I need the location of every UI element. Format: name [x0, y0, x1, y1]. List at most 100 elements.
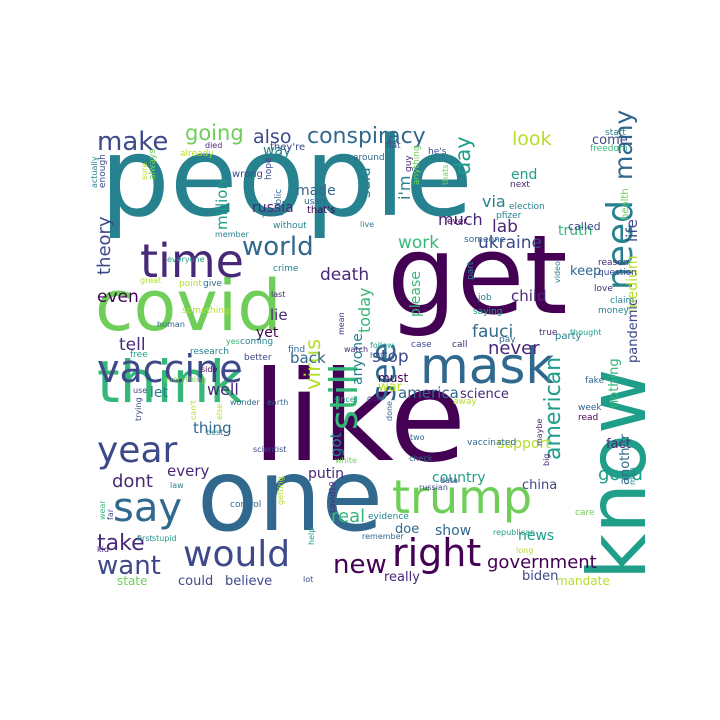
word-love: love	[594, 284, 613, 294]
word-maybe: maybe	[535, 418, 544, 446]
word-help: help	[307, 528, 316, 545]
word-please: please	[408, 271, 424, 317]
word-i-m: i'm	[395, 176, 414, 200]
word-stop: stop	[372, 347, 409, 367]
word-even: even	[97, 287, 139, 307]
word-wrong: wrong	[232, 169, 263, 180]
word-coming: coming	[240, 337, 273, 347]
word-keep: keep	[570, 264, 601, 279]
word-sure: sure	[140, 163, 149, 180]
word-already: already	[180, 149, 214, 159]
word-via: via	[482, 192, 506, 211]
word-people: people	[100, 113, 473, 241]
word-without: without	[273, 221, 307, 231]
word-fake: fake	[585, 376, 605, 386]
word-dont: dont	[112, 471, 153, 492]
word-pay: pay	[499, 335, 516, 345]
word-saying: saying	[473, 307, 502, 317]
word-china: china	[522, 478, 557, 493]
word-died: died	[205, 141, 222, 150]
word-anything: anything	[412, 145, 422, 185]
word-control: control	[230, 500, 261, 510]
word-think: think	[97, 348, 243, 416]
word-question: question	[598, 268, 637, 278]
word-someone: someone	[464, 235, 506, 245]
word-tell: tell	[119, 335, 146, 355]
word-public: public	[274, 189, 284, 216]
word-start: start	[605, 128, 626, 138]
word-never: never	[488, 338, 540, 359]
word-science: science	[460, 387, 509, 402]
word-put: put	[262, 209, 275, 218]
word-human: human	[157, 320, 185, 329]
word-state: state	[117, 574, 147, 588]
word-must: must	[378, 371, 409, 385]
word-vaccine: vaccine	[97, 347, 243, 391]
word-done: done	[385, 401, 394, 421]
word-two: two	[410, 433, 425, 442]
word-crime: crime	[273, 264, 299, 274]
word-god: god	[367, 394, 382, 403]
word-russia: russia	[252, 200, 294, 216]
word-lot: lot	[303, 575, 313, 584]
word-fauci: fauci	[472, 322, 513, 342]
word-conspiracy: conspiracy	[307, 124, 426, 149]
word-great: great	[140, 276, 161, 285]
word-theory: theory	[94, 216, 115, 275]
word-got: got	[327, 432, 345, 457]
word-guy: guy	[404, 155, 414, 172]
word-money: money	[598, 306, 630, 316]
word-year: year	[97, 430, 178, 471]
word-away: away	[453, 397, 477, 407]
word-white: white	[335, 456, 357, 465]
word-case: case	[411, 340, 432, 350]
word-thing: thing	[193, 419, 232, 437]
word-around: around	[353, 153, 385, 163]
word-know: know	[571, 369, 664, 580]
word-point: point	[179, 279, 202, 289]
word-watch: watch	[344, 345, 368, 354]
word-end: end	[511, 167, 537, 183]
word-election: election	[509, 202, 545, 212]
word-used: used	[304, 197, 326, 207]
word-see: see	[364, 342, 404, 402]
word-use: use	[133, 386, 147, 395]
word-come: come	[592, 133, 628, 148]
word-work: work	[398, 233, 439, 253]
word-many: many	[609, 109, 638, 180]
word-need: need	[600, 200, 641, 290]
word-law: law	[170, 481, 184, 490]
word-russian: russian	[419, 483, 448, 492]
word-lab: lab	[492, 217, 518, 237]
word-let: let	[150, 385, 169, 401]
word-support: support	[497, 436, 551, 452]
word-want: want	[97, 551, 161, 581]
word-government: government	[487, 552, 597, 573]
word-real: real	[331, 506, 365, 527]
word-take: take	[97, 531, 145, 556]
word-everything: everything	[163, 375, 206, 384]
word-best: best	[206, 428, 223, 437]
word-made: made	[296, 183, 336, 199]
word-trying: trying	[134, 397, 143, 421]
word-remember: remember	[362, 532, 405, 541]
word-get: get	[387, 211, 568, 339]
word-always: always	[148, 149, 158, 180]
word-war: war	[378, 380, 403, 395]
word-also: also	[253, 126, 291, 148]
word-first: first	[137, 534, 153, 543]
word-going: going	[185, 121, 244, 145]
word-side: side	[201, 365, 217, 374]
word-big: big	[542, 454, 551, 466]
word-say: say	[113, 485, 182, 531]
word-covid: covid	[95, 265, 282, 347]
word-make: make	[97, 127, 168, 157]
word-believe: believe	[225, 574, 272, 589]
word-today: today	[355, 288, 374, 334]
word-else: else	[215, 404, 224, 420]
word-kid: kid	[97, 545, 109, 554]
word-show: show	[435, 523, 471, 539]
word-would: would	[183, 534, 290, 575]
word-time: time	[140, 234, 244, 288]
